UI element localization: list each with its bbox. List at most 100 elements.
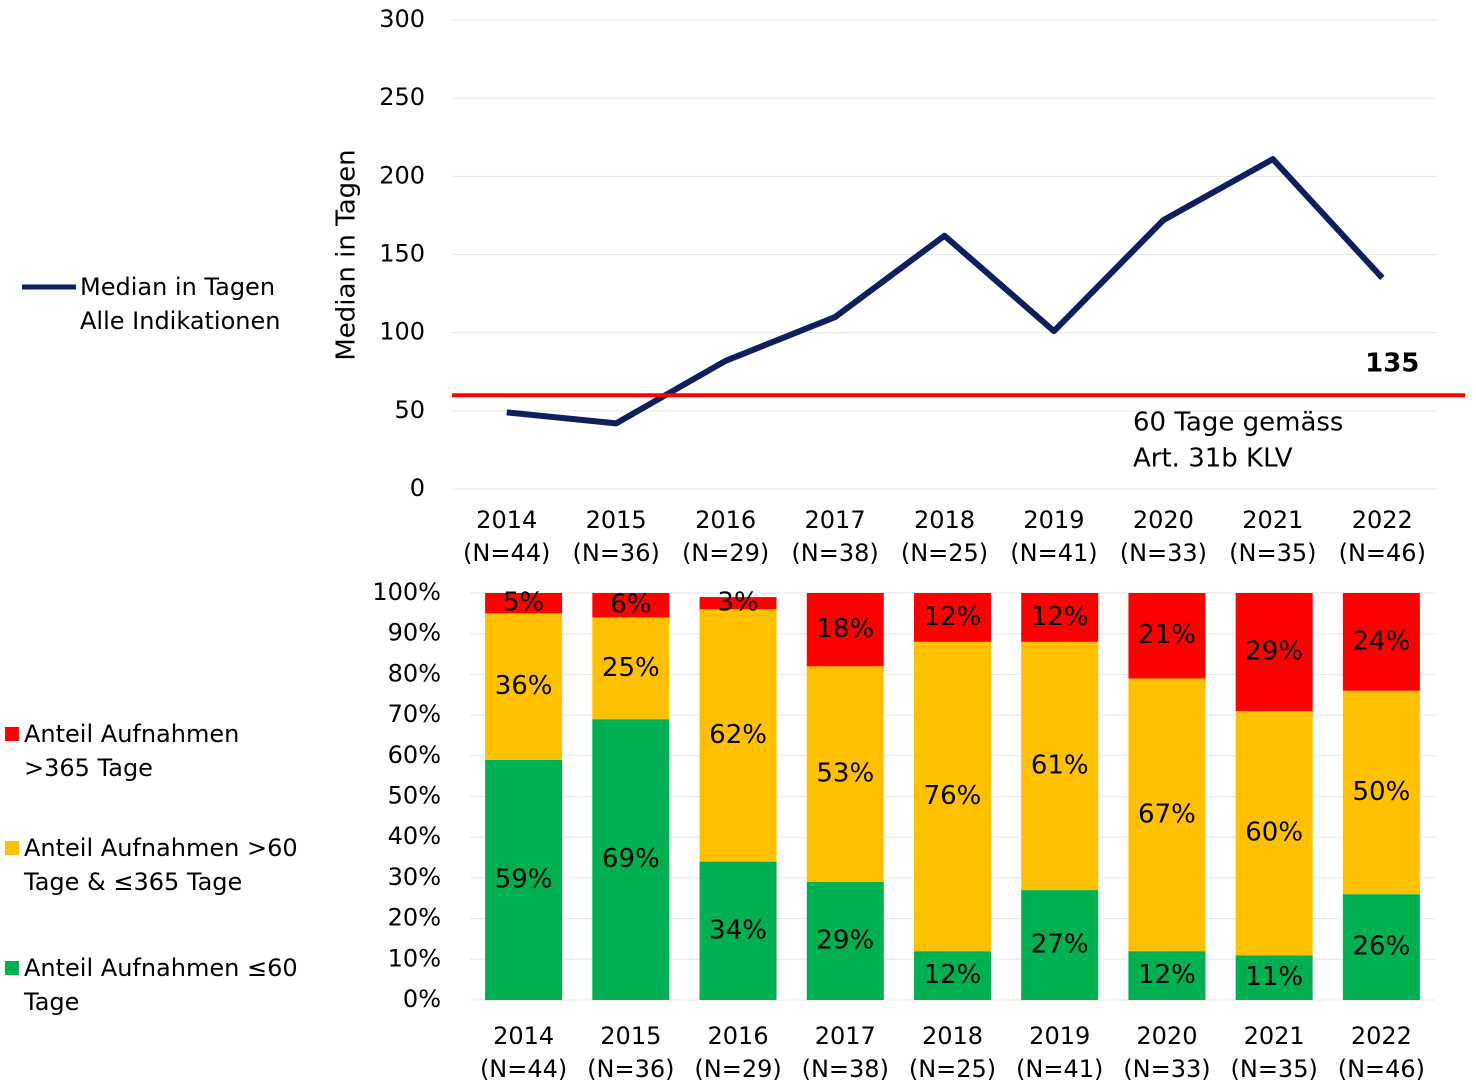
x-tick-label: (N=36): [573, 539, 660, 567]
x-tick-label: (N=25): [909, 1055, 996, 1083]
data-label: 53%: [816, 759, 874, 789]
x-tick-label: (N=36): [587, 1055, 674, 1083]
data-label: 3%: [717, 588, 758, 618]
data-label: 12%: [1138, 960, 1196, 990]
x-tick-label: 2018: [914, 506, 975, 534]
x-tick-label: (N=33): [1123, 1055, 1210, 1083]
bar-segment: [806, 666, 884, 882]
x-tick-label: (N=25): [901, 539, 988, 567]
data-label: 60%: [1245, 818, 1303, 848]
legend-label: Anteil Aufnahmen >365 Tage: [24, 720, 240, 782]
data-label: 34%: [709, 915, 767, 945]
x-tick-label: (N=35): [1231, 1055, 1318, 1083]
x-tick-label: (N=44): [480, 1055, 567, 1083]
bar-segment: [1021, 593, 1099, 642]
bar-segment: [699, 861, 777, 1000]
bar-segment: [1128, 593, 1206, 679]
x-tick-label: 2017: [805, 506, 866, 534]
data-label: 61%: [1031, 750, 1089, 780]
bar-segment: [1342, 894, 1420, 1000]
y-tick-label: 30%: [388, 863, 441, 891]
bar-segment: [914, 641, 991, 952]
data-label: 18%: [816, 614, 874, 644]
x-tick-label: (N=38): [791, 539, 878, 567]
bar-segment: [1128, 678, 1206, 952]
data-label: 12%: [924, 602, 982, 632]
x-tick-label: 2018: [922, 1022, 983, 1050]
x-tick-label: (N=38): [802, 1055, 889, 1083]
y-tick-label: 0: [410, 474, 425, 502]
x-tick-label: 2014: [493, 1022, 554, 1050]
legend-swatch: [5, 727, 19, 741]
bar-segment: [914, 593, 991, 642]
y-tick-label: 90%: [388, 619, 441, 647]
x-tick-label: 2022: [1352, 506, 1413, 534]
x-tick-label: (N=46): [1339, 539, 1426, 567]
x-tick-label: 2015: [600, 1022, 661, 1050]
bar-segment: [485, 593, 563, 614]
x-tick-label: 2016: [695, 506, 756, 534]
bar-segment: [1021, 890, 1099, 1000]
x-tick-label: 2022: [1351, 1022, 1412, 1050]
annotation: 60 Tage gemäss: [1133, 408, 1343, 438]
bar-segment: [806, 593, 884, 667]
data-label: 67%: [1138, 799, 1196, 829]
bar-segment: [1128, 951, 1206, 1000]
legend-label: Anteil Aufnahmen ≤60 Tage: [24, 954, 298, 1016]
bar-segment: [1021, 641, 1099, 891]
bar-segment: [699, 597, 777, 610]
legend-label: Anteil Aufnahmen >60 Tage & ≤365 Tage: [24, 834, 298, 896]
data-label: 12%: [1031, 602, 1089, 632]
x-tick-label: 2021: [1244, 1022, 1305, 1050]
x-tick-label: 2015: [586, 506, 647, 534]
x-tick-label: (N=41): [1010, 539, 1097, 567]
data-label: 26%: [1352, 932, 1410, 962]
x-tick-label: 2016: [708, 1022, 769, 1050]
line-series: [506, 156, 1385, 427]
bar-segment: [806, 881, 884, 1000]
data-label: 5%: [503, 588, 544, 618]
y-tick-label: 100: [379, 318, 425, 346]
x-tick-label: (N=46): [1338, 1055, 1425, 1083]
x-tick-label: 2019: [1029, 1022, 1090, 1050]
x-tick-label: (N=35): [1229, 539, 1316, 567]
bar-segment: [699, 609, 777, 862]
data-label: 50%: [1352, 777, 1410, 807]
data-label: 36%: [495, 671, 553, 701]
x-tick-label: (N=29): [694, 1055, 781, 1083]
x-tick-label: (N=33): [1120, 539, 1207, 567]
annotation: Art. 31b KLV: [1133, 444, 1293, 474]
y-axis-label: Median in Tagen: [332, 149, 362, 360]
x-tick-label: (N=44): [463, 539, 550, 567]
x-tick-label: (N=29): [682, 539, 769, 567]
data-label: 24%: [1352, 626, 1410, 656]
bar-segment: [1342, 593, 1420, 691]
y-tick-label: 60%: [388, 741, 441, 769]
data-label: 27%: [1031, 930, 1089, 960]
y-tick-label: 300: [379, 5, 425, 33]
x-tick-label: 2014: [476, 506, 537, 534]
legend-swatch: [5, 841, 19, 855]
bar-segment: [485, 759, 563, 1000]
data-label: 21%: [1138, 620, 1196, 650]
data-label: 59%: [495, 864, 553, 894]
x-tick-label: 2021: [1242, 506, 1303, 534]
x-tick-label: 2019: [1023, 506, 1084, 534]
x-tick-label: 2017: [815, 1022, 876, 1050]
bar-segment: [592, 593, 670, 618]
data-label: 29%: [816, 925, 874, 955]
data-label: 62%: [709, 720, 767, 750]
legend-swatch: [5, 961, 19, 975]
y-tick-label: 70%: [388, 700, 441, 728]
y-tick-label: 50%: [388, 782, 441, 810]
x-tick-label: 2020: [1133, 506, 1194, 534]
bar-segment: [1235, 955, 1313, 1000]
y-tick-label: 150: [379, 240, 425, 268]
x-tick-label: (N=41): [1016, 1055, 1103, 1083]
data-label: 6%: [610, 590, 651, 620]
y-tick-label: 250: [379, 83, 425, 111]
data-label: 25%: [602, 653, 660, 683]
data-label: 11%: [1245, 962, 1303, 992]
